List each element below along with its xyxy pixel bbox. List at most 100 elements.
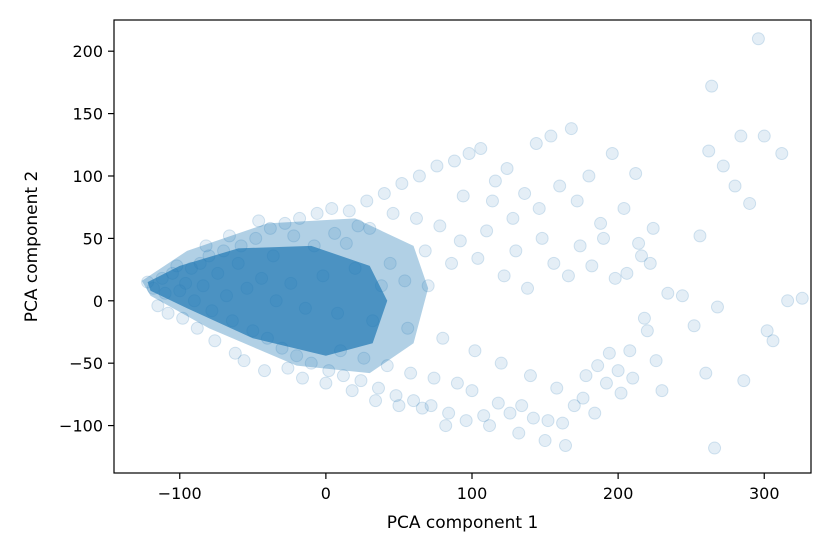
y-tick-label: 200 bbox=[72, 42, 103, 61]
data-point bbox=[506, 211, 520, 225]
data-point bbox=[401, 321, 415, 335]
data-point bbox=[447, 154, 461, 168]
data-point bbox=[594, 216, 608, 230]
data-point bbox=[521, 281, 535, 295]
data-point bbox=[354, 374, 368, 388]
data-point bbox=[523, 369, 537, 383]
x-tick-label: −100 bbox=[158, 484, 202, 503]
data-point bbox=[529, 137, 543, 151]
data-point bbox=[544, 129, 558, 143]
data-point bbox=[258, 364, 272, 378]
x-axis-ticks: −100 0 100 200 300 bbox=[158, 473, 780, 503]
data-point bbox=[743, 196, 757, 210]
data-point bbox=[456, 189, 470, 203]
x-axis-label: PCA component 1 bbox=[387, 513, 539, 533]
data-point bbox=[453, 234, 467, 248]
data-point bbox=[582, 169, 596, 183]
x-tick-label: 300 bbox=[749, 484, 780, 503]
y-tick-label: 0 bbox=[93, 292, 103, 311]
y-axis-ticks: −100 −50 0 50 100 150 200 bbox=[59, 42, 114, 436]
data-point bbox=[579, 369, 593, 383]
data-point bbox=[608, 271, 622, 285]
data-point bbox=[775, 147, 789, 161]
data-point bbox=[427, 371, 441, 385]
data-point bbox=[556, 416, 570, 430]
data-point bbox=[369, 394, 383, 408]
data-point bbox=[485, 194, 499, 208]
data-point bbox=[459, 414, 473, 428]
data-point bbox=[646, 221, 660, 235]
data-point bbox=[363, 221, 377, 235]
data-point bbox=[716, 159, 730, 173]
data-point bbox=[392, 399, 406, 413]
data-point bbox=[480, 224, 494, 238]
data-point bbox=[176, 311, 190, 325]
data-point bbox=[509, 244, 523, 258]
data-point bbox=[290, 349, 304, 363]
data-point bbox=[611, 364, 625, 378]
data-point bbox=[687, 319, 701, 333]
data-point bbox=[795, 291, 809, 305]
data-point bbox=[421, 279, 435, 293]
data-point bbox=[477, 409, 491, 423]
data-point bbox=[643, 256, 657, 270]
data-point bbox=[597, 231, 611, 245]
data-point bbox=[351, 219, 365, 233]
data-point bbox=[430, 159, 444, 173]
data-point bbox=[409, 211, 423, 225]
data-point bbox=[757, 129, 771, 143]
data-point bbox=[293, 211, 307, 225]
data-point bbox=[629, 166, 643, 180]
data-point bbox=[614, 386, 628, 400]
x-tick-label: 0 bbox=[321, 484, 331, 503]
data-point bbox=[304, 356, 318, 370]
data-point bbox=[325, 201, 339, 215]
data-point bbox=[281, 361, 295, 375]
data-point bbox=[561, 269, 575, 283]
data-point bbox=[494, 356, 508, 370]
data-point bbox=[339, 236, 353, 250]
data-point bbox=[404, 366, 418, 380]
data-point bbox=[605, 147, 619, 161]
data-point bbox=[503, 406, 517, 420]
data-point bbox=[602, 346, 616, 360]
data-point bbox=[383, 256, 397, 270]
data-point bbox=[564, 122, 578, 136]
data-point bbox=[424, 399, 438, 413]
data-point bbox=[570, 194, 584, 208]
data-point bbox=[442, 406, 456, 420]
data-point bbox=[395, 176, 409, 190]
data-point bbox=[151, 299, 165, 313]
data-point bbox=[468, 344, 482, 358]
data-point bbox=[491, 396, 505, 410]
data-point bbox=[415, 401, 429, 415]
data-point bbox=[474, 142, 488, 156]
data-point bbox=[734, 129, 748, 143]
data-point bbox=[573, 239, 587, 253]
data-point bbox=[412, 169, 426, 183]
data-point bbox=[319, 376, 333, 390]
data-point bbox=[310, 206, 324, 220]
data-point bbox=[436, 331, 450, 345]
data-point bbox=[634, 249, 648, 263]
data-point bbox=[465, 384, 479, 398]
data-point bbox=[632, 236, 646, 250]
data-point bbox=[439, 419, 453, 433]
data-point bbox=[287, 229, 301, 243]
data-point bbox=[626, 371, 640, 385]
data-point bbox=[380, 359, 394, 373]
data-point bbox=[497, 269, 511, 283]
data-point bbox=[471, 251, 485, 265]
data-point bbox=[728, 179, 742, 193]
y-tick-label: 50 bbox=[83, 229, 103, 248]
data-point bbox=[532, 201, 546, 215]
data-point bbox=[263, 221, 277, 235]
x-tick-label: 100 bbox=[457, 484, 488, 503]
data-point bbox=[488, 174, 502, 188]
data-point bbox=[588, 406, 602, 420]
data-point bbox=[360, 194, 374, 208]
data-point bbox=[675, 289, 689, 303]
data-point bbox=[515, 399, 529, 413]
data-point bbox=[649, 354, 663, 368]
